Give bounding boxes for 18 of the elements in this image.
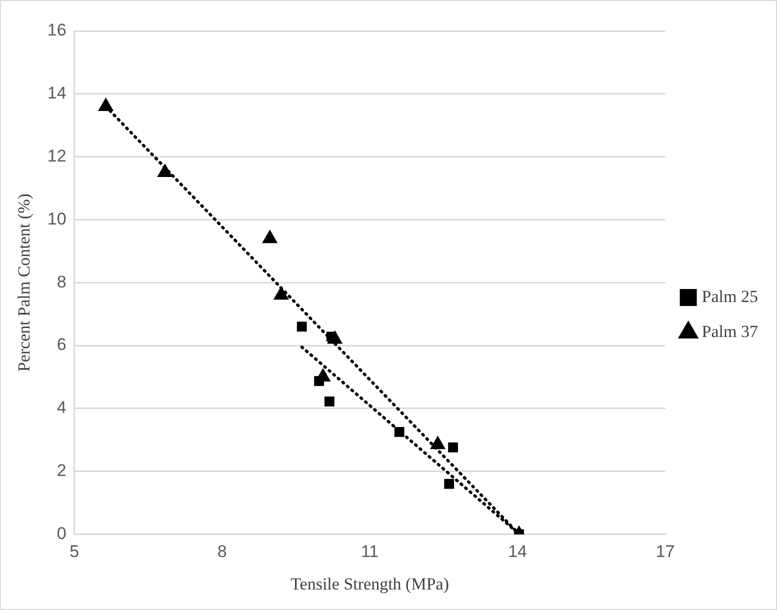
x-tick-label: 17 bbox=[656, 542, 675, 562]
y-tick-label: 12 bbox=[47, 146, 66, 166]
y-axis-title: Percent Palm Content (%) bbox=[14, 194, 34, 372]
legend-label: Palm 25 bbox=[702, 286, 758, 306]
y-tick-label: 14 bbox=[47, 84, 66, 103]
x-tick-label: 11 bbox=[360, 542, 379, 562]
y-tick-label: 0 bbox=[56, 524, 66, 543]
y-tick-label: 16 bbox=[47, 20, 66, 40]
y-tick-label: 2 bbox=[56, 460, 66, 480]
y-tick-label: 6 bbox=[56, 335, 66, 354]
y-tick-label: 4 bbox=[56, 398, 66, 418]
y-tick-label: 8 bbox=[56, 272, 66, 292]
x-axis-title: Tensile Strength (MPa) bbox=[290, 574, 450, 594]
legend-label: Palm 37 bbox=[702, 322, 758, 341]
x-tick-label: 8 bbox=[217, 542, 227, 562]
y-tick-label: 10 bbox=[47, 209, 66, 228]
x-tick-label: 5 bbox=[70, 542, 80, 562]
x-tick-label: 14 bbox=[508, 542, 528, 562]
